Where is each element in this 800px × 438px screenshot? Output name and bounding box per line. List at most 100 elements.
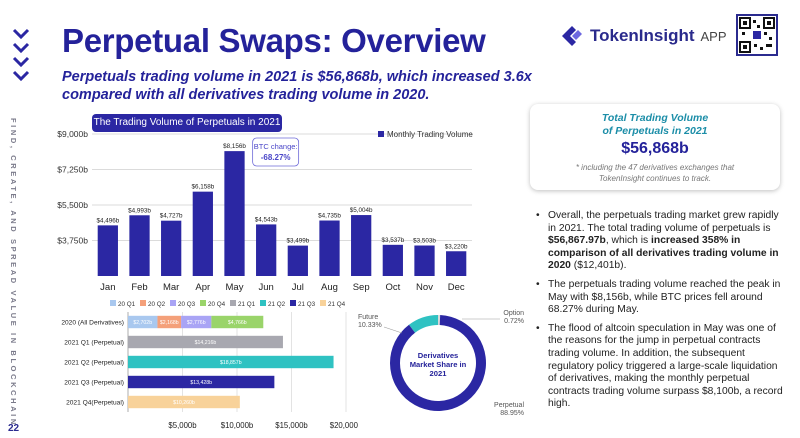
bar-value-label: $3,499b <box>286 238 309 245</box>
segment-20-q3[interactable] <box>181 315 212 329</box>
legend-swatch <box>230 300 236 306</box>
x-tick-label: $10,000b <box>221 421 254 430</box>
bar-feb[interactable] <box>129 215 150 276</box>
bar-value-label: $4,496b <box>96 217 119 224</box>
summary-bullet: The perpetuals trading volume reached th… <box>536 279 786 317</box>
bar-jan[interactable] <box>97 225 118 276</box>
option-label-value: 0.72% <box>504 318 524 325</box>
bar-nov[interactable] <box>414 245 435 276</box>
perpetual-label-name: Perpetual <box>494 402 524 409</box>
total-volume-label-line2: of Perpetuals in 2021 <box>602 125 708 137</box>
y-tick-label: $5,500b <box>57 200 88 210</box>
x-tick-label: Dec <box>448 282 465 293</box>
bullet-text: The flood of altcoin speculation in May … <box>548 322 783 410</box>
total-volume-note-line2: TokenInsight continues to track. <box>598 174 712 183</box>
page-subtitle: Perpetuals trading volume in 2021 is $56… <box>62 69 532 103</box>
x-tick-label: Jun <box>259 282 274 293</box>
total-volume-value: $56,868b <box>621 140 689 157</box>
bar-value-label: $3,220b <box>445 243 468 250</box>
x-tick-label: Sep <box>353 282 370 293</box>
bar-value-label: $4,543b <box>255 216 278 223</box>
x-tick-label: $5,000b <box>168 421 197 430</box>
segment-21-q4[interactable] <box>128 395 240 409</box>
legend-swatch <box>290 300 296 306</box>
bar-dec[interactable] <box>446 251 467 276</box>
segment-value-label: $14,216b <box>195 340 217 346</box>
segment-value-label: $4,766b <box>228 320 247 326</box>
bar-jun[interactable] <box>256 224 277 276</box>
segment-20-q1[interactable] <box>128 315 158 329</box>
bar-value-label: $3,503b <box>413 238 436 245</box>
future-label-value: 10.33% <box>358 322 382 329</box>
brand-app-label: APP <box>700 28 727 44</box>
slice-option[interactable] <box>438 315 441 326</box>
x-tick-label: $15,000b <box>275 421 308 430</box>
x-tick-label: Aug <box>321 282 338 293</box>
legend-label: Monthly Trading Volume <box>387 130 473 139</box>
x-tick-label: Jan <box>100 282 115 293</box>
bar-value-label: $3,537b <box>381 237 404 244</box>
legend-label: 21 Q3 <box>298 301 316 308</box>
bar-value-label: $5,004b <box>350 207 373 214</box>
bar-value-label: $4,735b <box>318 213 341 220</box>
tokeninsight-logo-icon <box>562 26 582 46</box>
total-volume-label-line1: Total Trading Volume <box>601 112 709 124</box>
row-label: 2021 Q4(Perpetual) <box>66 400 124 407</box>
x-tick-label: May <box>226 282 244 293</box>
legend-swatch <box>200 300 206 306</box>
segment-value-label: $2,702b <box>133 320 152 326</box>
future-label-name: Future <box>358 314 378 321</box>
bullet-text: The perpetuals trading volume reached th… <box>548 278 781 316</box>
total-volume-card: Total Trading Volume of Perpetuals in 20… <box>530 104 780 190</box>
legend-swatch <box>320 300 326 306</box>
segment-20-q4[interactable] <box>211 315 264 329</box>
qr-code-icon[interactable] <box>736 14 778 56</box>
legend-swatch <box>110 300 116 306</box>
bar-mar[interactable] <box>161 220 182 276</box>
segment-value-label: $2,776b <box>187 320 206 326</box>
bar-sep[interactable] <box>351 215 372 276</box>
row-label: 2021 Q2 (Perpetual) <box>64 360 124 367</box>
quarterly-volume-bar-chart: 20 Q1 20 Q2 20 Q3 20 Q4 21 Q1 21 Q2 21 Q3 21 Q4… <box>61 300 358 430</box>
x-tick-label: Mar <box>163 282 179 293</box>
legend-label: 20 Q3 <box>178 301 196 308</box>
bar-apr[interactable] <box>192 191 213 276</box>
summary-bullet: Overall, the perpetuals trading market g… <box>536 210 786 273</box>
legend-swatch <box>260 300 266 306</box>
monthly-volume-bar-chart: $3,750b $5,500b $7,250b $9,000b $4,496b Jan $4… <box>57 129 473 293</box>
x-tick-label: Oct <box>385 282 400 293</box>
bar-chart-title: The Trading Volume of Perpetuals in 2021 <box>92 114 282 132</box>
page-number: 22 <box>8 423 20 434</box>
segment-20-q2[interactable] <box>157 315 182 329</box>
bullet-text: ($12,401b). <box>570 260 627 272</box>
segment-21-q2[interactable] <box>128 355 334 369</box>
bar-aug[interactable] <box>319 220 340 276</box>
segment-value-label: $13,428b <box>190 380 212 386</box>
bar-oct[interactable] <box>382 244 403 276</box>
row-label: 2020 (All Derivatives) <box>61 320 124 327</box>
row-label: 2021 Q3 (Perpetual) <box>64 380 124 387</box>
bar-jul[interactable] <box>287 245 308 276</box>
x-tick-label: Jul <box>292 282 304 293</box>
x-tick-label: Apr <box>195 282 210 293</box>
btc-change-label: BTC change: <box>254 142 298 151</box>
legend-label: 21 Q4 <box>328 301 346 308</box>
y-tick-label: $3,750b <box>57 236 88 246</box>
slice-future[interactable] <box>408 315 438 333</box>
legend-swatch <box>378 131 384 137</box>
summary-bullet: The flood of altcoin speculation in May … <box>536 323 786 411</box>
legend-label: 20 Q4 <box>208 301 226 308</box>
segment-21-q1[interactable] <box>128 335 283 349</box>
bar-value-label: $4,727b <box>160 213 183 220</box>
brand-name: TokenInsight <box>590 26 695 45</box>
bar-value-label: $4,993b <box>128 207 151 214</box>
total-volume-label: Total Trading Volume of Perpetuals in 20… <box>530 112 780 138</box>
future-leader-line <box>383 326 403 334</box>
bar-may[interactable] <box>224 151 245 276</box>
x-tick-label: $20,000b <box>330 421 358 430</box>
btc-change-value: -68.27% <box>261 153 291 162</box>
btc-change-callout <box>252 137 300 167</box>
segment-21-q3[interactable] <box>128 375 275 389</box>
chevron-decoration-icon <box>12 26 30 96</box>
brand[interactable]: TokenInsight APP <box>560 24 727 48</box>
